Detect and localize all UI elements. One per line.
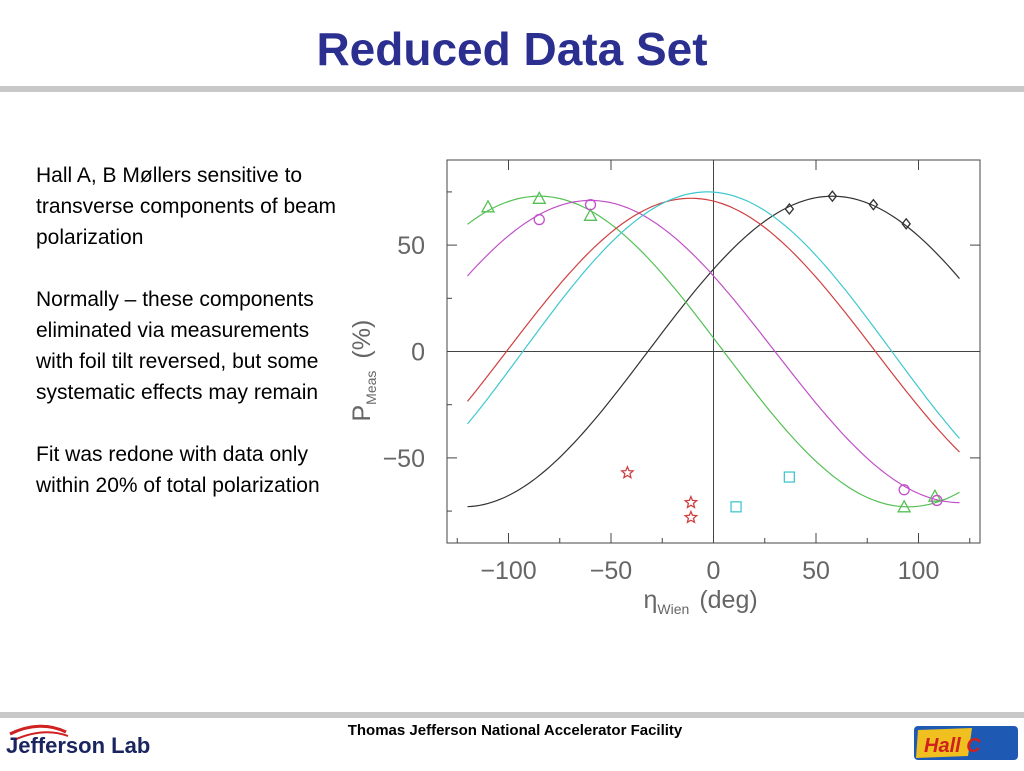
slide-title: Reduced Data Set xyxy=(316,23,708,75)
data-point-diamond xyxy=(901,217,912,230)
data-point-triangle xyxy=(897,499,912,513)
fit-curve-circle xyxy=(467,199,960,504)
paragraph-tilt: Normally – these components eliminated v… xyxy=(36,288,319,404)
y-axis-label: PMeas(%) xyxy=(348,320,379,422)
data-point-circle xyxy=(898,484,910,496)
jefferson-lab-logo: Jefferson Lab xyxy=(6,722,171,767)
bottom-divider xyxy=(0,712,1024,718)
footer-label: Thomas Jefferson National Accelerator Fa… xyxy=(347,722,683,739)
top-divider xyxy=(0,86,1024,92)
y-tick-label: 0 xyxy=(411,339,425,367)
data-point-square xyxy=(730,501,742,513)
fit-curve-star xyxy=(467,197,960,453)
paragraph-transverse: Hall A, B Møllers sensitive to transvers… xyxy=(36,164,336,249)
x-axis-label: ηWien (deg) xyxy=(644,586,758,617)
data-point-triangle xyxy=(480,199,496,213)
data-point-square xyxy=(783,471,796,483)
polarization-chart: −100 −50 0 50 100 −50 0 50 ηWien (deg) PMeas(%) xyxy=(348,159,981,617)
data-point-circle xyxy=(931,494,943,507)
paragraph-fit: Fit was redone with data only within 20%… xyxy=(36,443,320,497)
x-tick-label: 0 xyxy=(707,557,721,585)
data-point-diamond xyxy=(784,202,795,215)
data-point-diamond xyxy=(868,198,879,211)
hall-c-logo: Hall C xyxy=(912,718,1022,771)
x-tick-label: −100 xyxy=(480,557,536,585)
data-point-triangle xyxy=(583,207,598,221)
x-tick-label: −50 xyxy=(590,557,632,585)
y-tick-label: 50 xyxy=(397,232,425,260)
data-point-star xyxy=(683,494,699,509)
data-point-circle xyxy=(533,213,545,226)
fit-curve-diamond xyxy=(467,195,960,508)
body-text: Hall A, B Møllers sensitive to transvers… xyxy=(36,160,336,532)
x-tick-label: 100 xyxy=(898,557,940,585)
data-point-triangle xyxy=(532,190,547,204)
fit-curve-square xyxy=(467,191,960,439)
data-point-star xyxy=(683,509,699,524)
data-point-diamond xyxy=(827,190,838,203)
jefferson-lab-logo-text: Jefferson Lab xyxy=(6,733,150,758)
data-point-star xyxy=(620,465,635,479)
fit-curve-triangle xyxy=(467,195,960,508)
x-tick-label: 50 xyxy=(802,557,830,585)
hall-c-logo-text: Hall C xyxy=(924,735,981,757)
y-tick-label: −50 xyxy=(383,445,425,473)
data-point-circle xyxy=(584,199,597,211)
